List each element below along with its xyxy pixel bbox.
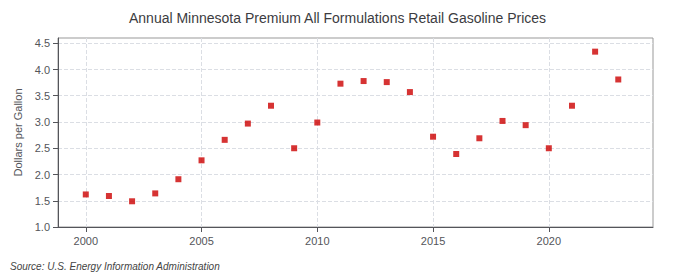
svg-text:2015: 2015 bbox=[421, 235, 445, 247]
svg-text:2005: 2005 bbox=[189, 235, 213, 247]
svg-text:1.0: 1.0 bbox=[35, 221, 50, 233]
svg-text:2.5: 2.5 bbox=[35, 142, 50, 154]
svg-text:2020: 2020 bbox=[537, 235, 561, 247]
svg-text:Dollars per Gallon: Dollars per Gallon bbox=[12, 88, 24, 176]
svg-text:3.5: 3.5 bbox=[35, 90, 50, 102]
svg-text:4.0: 4.0 bbox=[35, 64, 50, 76]
svg-text:2.0: 2.0 bbox=[35, 169, 50, 181]
svg-text:3.0: 3.0 bbox=[35, 116, 50, 128]
svg-text:Source: U.S. Energy Informatio: Source: U.S. Energy Information Administ… bbox=[10, 261, 220, 272]
svg-text:2010: 2010 bbox=[305, 235, 329, 247]
svg-text:4.5: 4.5 bbox=[35, 37, 50, 49]
svg-text:Annual Minnesota Premium All F: Annual Minnesota Premium All Formulation… bbox=[129, 10, 546, 26]
svg-text:1.5: 1.5 bbox=[35, 195, 50, 207]
svg-text:2000: 2000 bbox=[74, 235, 98, 247]
